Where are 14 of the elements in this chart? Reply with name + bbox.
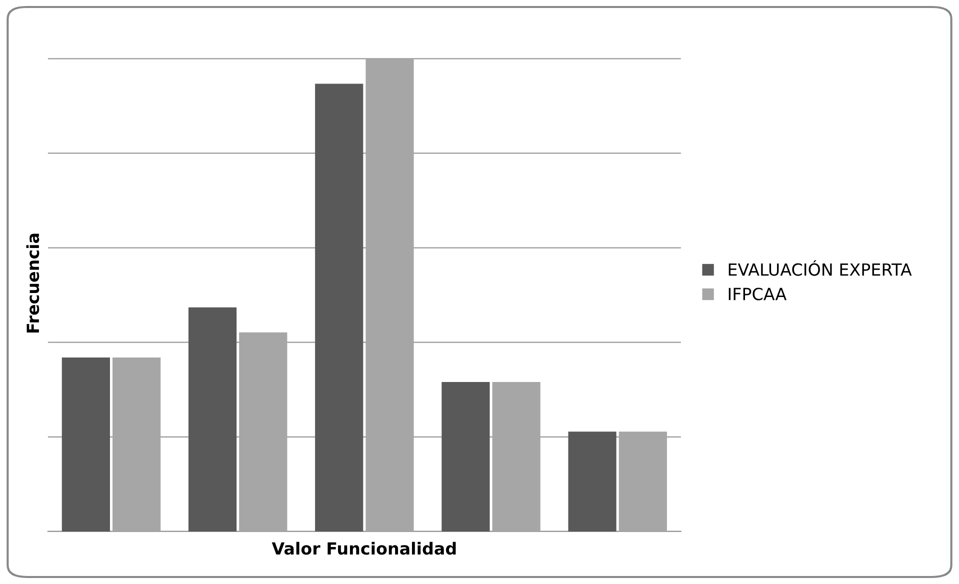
bar bbox=[568, 432, 616, 532]
bar bbox=[239, 332, 288, 532]
legend-label: IFPCAA bbox=[728, 288, 787, 300]
bar bbox=[188, 307, 237, 532]
bar bbox=[62, 357, 110, 532]
bar bbox=[112, 357, 161, 532]
bar bbox=[618, 432, 667, 532]
bar bbox=[315, 84, 364, 532]
legend-label: EVALUACIÓN EXPERTA bbox=[728, 260, 912, 276]
x-axis-title: Valor Funcionalidad bbox=[272, 542, 456, 555]
y-axis-title: Frecuencia bbox=[26, 234, 40, 333]
bar bbox=[442, 382, 490, 532]
bar bbox=[492, 382, 540, 532]
bar bbox=[366, 58, 414, 532]
